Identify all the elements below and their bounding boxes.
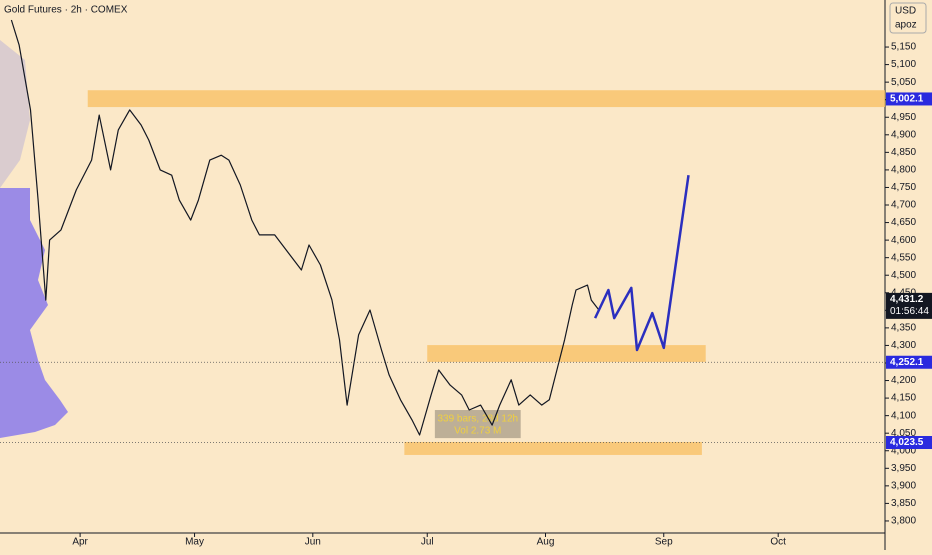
y-tick-label: 4,800	[891, 165, 916, 176]
x-tick-label: Apr	[72, 537, 88, 548]
y-tick-label: 4,150	[891, 393, 916, 404]
zone	[87, 90, 886, 108]
countdown: 01:56:44	[890, 306, 929, 317]
y-tick-label: 3,800	[891, 516, 916, 527]
price-label-bg	[886, 292, 932, 319]
series-line	[593, 175, 690, 352]
y-tick-label: 4,500	[891, 270, 916, 281]
price-label-bg	[886, 92, 932, 106]
y-tick-label: 4,900	[891, 129, 916, 140]
series-line	[10, 19, 600, 436]
x-tick-label: Sep	[655, 537, 673, 548]
y-tick-label: 3,950	[891, 463, 916, 474]
y-tick-label: 4,300	[891, 340, 916, 351]
y-tick-label: 4,950	[891, 112, 916, 123]
price-label: 4,431.2	[890, 294, 924, 305]
y-tick-label: 4,200	[891, 375, 916, 386]
y-tick-label: 3,900	[891, 480, 916, 491]
y-tick-label: 5,100	[891, 59, 916, 70]
price-label: 4,252.1	[890, 357, 924, 368]
y-tick-label: 4,700	[891, 200, 916, 211]
y-tick-label: 5,050	[891, 77, 916, 88]
y-tick-label: 4,650	[891, 217, 916, 228]
price-label: 5,002.1	[890, 94, 924, 105]
y-tick-label: 4,100	[891, 410, 916, 421]
price-label: 4,023.5	[890, 437, 924, 448]
y-tick-label: 4,750	[891, 182, 916, 193]
currency: USD	[895, 6, 916, 17]
volume-profile-upper	[0, 40, 30, 188]
y-tick-label: 5,150	[891, 42, 916, 53]
price-label-bg	[886, 355, 932, 369]
y-tick-label: 4,600	[891, 235, 916, 246]
x-tick-label: Jun	[305, 537, 321, 548]
measure-box	[434, 410, 521, 439]
x-tick-label: Aug	[537, 537, 555, 548]
y-tick-label: 4,000	[891, 445, 916, 456]
x-tick-label: May	[185, 537, 204, 548]
chart-title: Gold Futures · 2h · COMEX	[4, 5, 128, 16]
scale-label: apoz	[895, 20, 917, 31]
zone	[404, 441, 702, 455]
x-tick-label: Jul	[421, 537, 434, 548]
price-label-bg	[886, 435, 932, 449]
y-tick-label: 4,850	[891, 147, 916, 158]
volume-profile	[0, 188, 68, 438]
measure-text: 339 bars, 28d 12h	[437, 414, 518, 425]
y-tick-label: 4,550	[891, 252, 916, 263]
measure-text: Vol 2.73 M	[454, 426, 501, 437]
y-tick-label: 4,350	[891, 323, 916, 334]
x-tick-label: Oct	[770, 537, 786, 548]
y-tick-label: 4,050	[891, 428, 916, 439]
y-tick-label: 3,850	[891, 498, 916, 509]
scale-box[interactable]	[889, 2, 927, 34]
